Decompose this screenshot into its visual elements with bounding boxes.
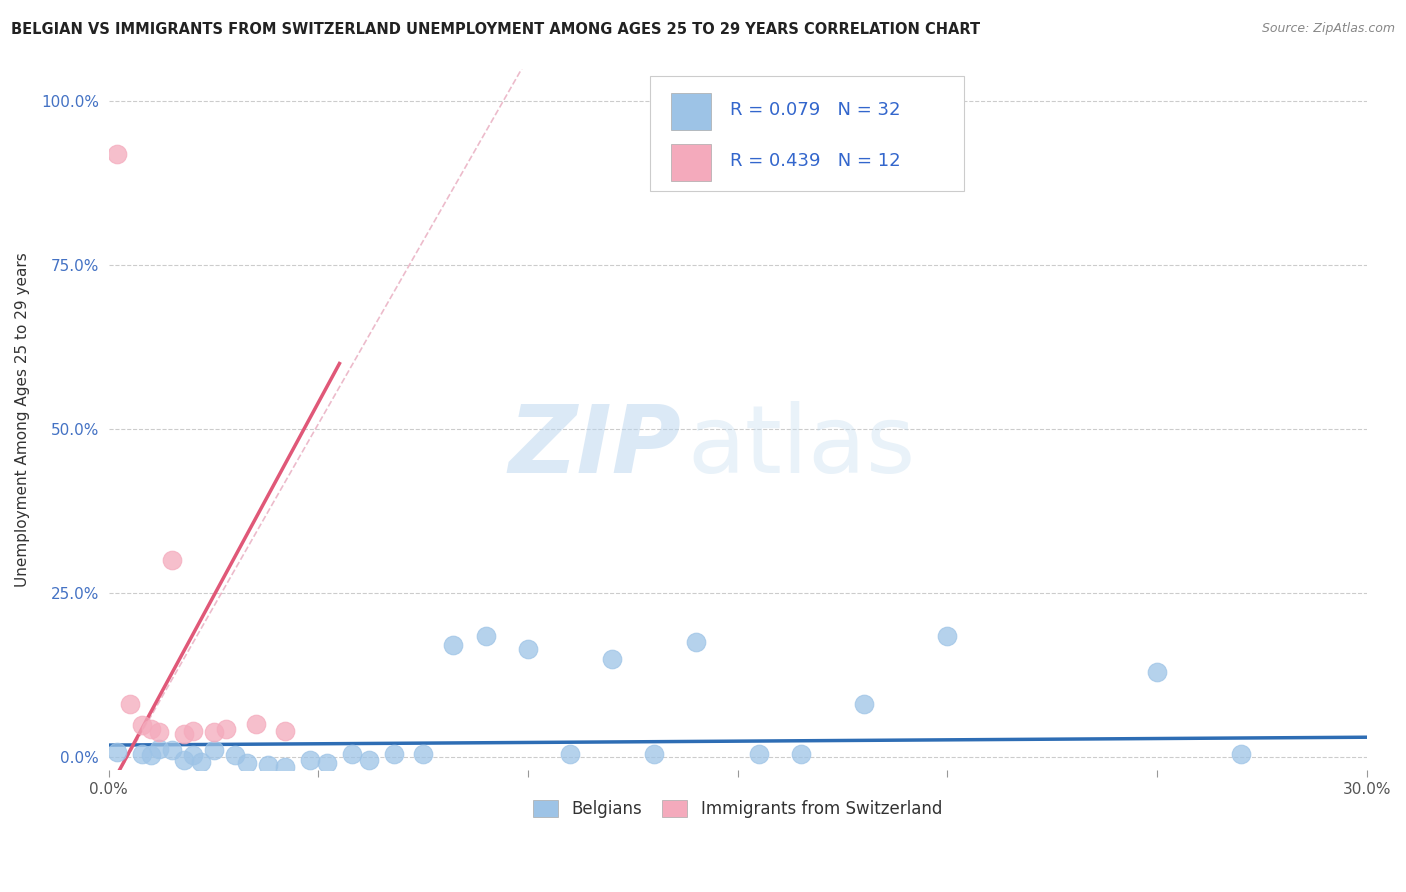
Point [118,698,141,712]
Point [299,753,322,767]
Point [357,753,380,767]
Y-axis label: Unemployment Among Ages 25 to 29 years: Unemployment Among Ages 25 to 29 years [15,252,30,587]
Point [245,717,267,731]
Point [181,723,204,738]
Point [202,725,225,739]
Point [190,755,212,769]
Point [148,725,170,739]
Point [412,747,434,761]
Point [160,553,183,567]
Text: Source: ZipAtlas.com: Source: ZipAtlas.com [1261,22,1395,36]
Point [340,747,363,761]
Point [789,747,811,761]
Point [274,723,297,738]
Text: R = 0.439   N = 12: R = 0.439 N = 12 [730,153,901,170]
Text: ZIP: ZIP [509,401,681,493]
Point [105,146,128,161]
Point [475,629,498,643]
Point [441,639,464,653]
Text: R = 0.079   N = 32: R = 0.079 N = 32 [730,101,901,119]
FancyBboxPatch shape [671,93,711,129]
Point [643,747,665,761]
Point [215,723,238,737]
Point [181,747,204,762]
Point [173,753,195,767]
Legend: Belgians, Immigrants from Switzerland: Belgians, Immigrants from Switzerland [527,793,949,825]
Point [202,743,225,757]
Point [148,742,170,756]
Point [139,747,162,762]
Point [852,698,875,712]
FancyBboxPatch shape [650,76,965,191]
Point [748,747,770,761]
Point [382,747,405,761]
Point [1146,665,1168,679]
Point [139,723,162,737]
Point [315,756,337,771]
Point [160,743,183,757]
Point [173,727,195,741]
FancyBboxPatch shape [671,145,711,181]
Point [224,747,246,762]
Point [236,756,259,771]
Point [517,641,540,656]
Text: atlas: atlas [688,401,915,493]
Point [685,635,707,649]
Text: BELGIAN VS IMMIGRANTS FROM SWITZERLAND UNEMPLOYMENT AMONG AGES 25 TO 29 YEARS CO: BELGIAN VS IMMIGRANTS FROM SWITZERLAND U… [11,22,980,37]
Point [1230,747,1253,761]
Point [274,760,297,774]
Point [257,757,280,772]
Point [558,747,581,761]
Point [936,629,959,643]
Point [600,651,623,665]
Point [131,718,153,732]
Point [131,747,153,761]
Point [105,745,128,759]
